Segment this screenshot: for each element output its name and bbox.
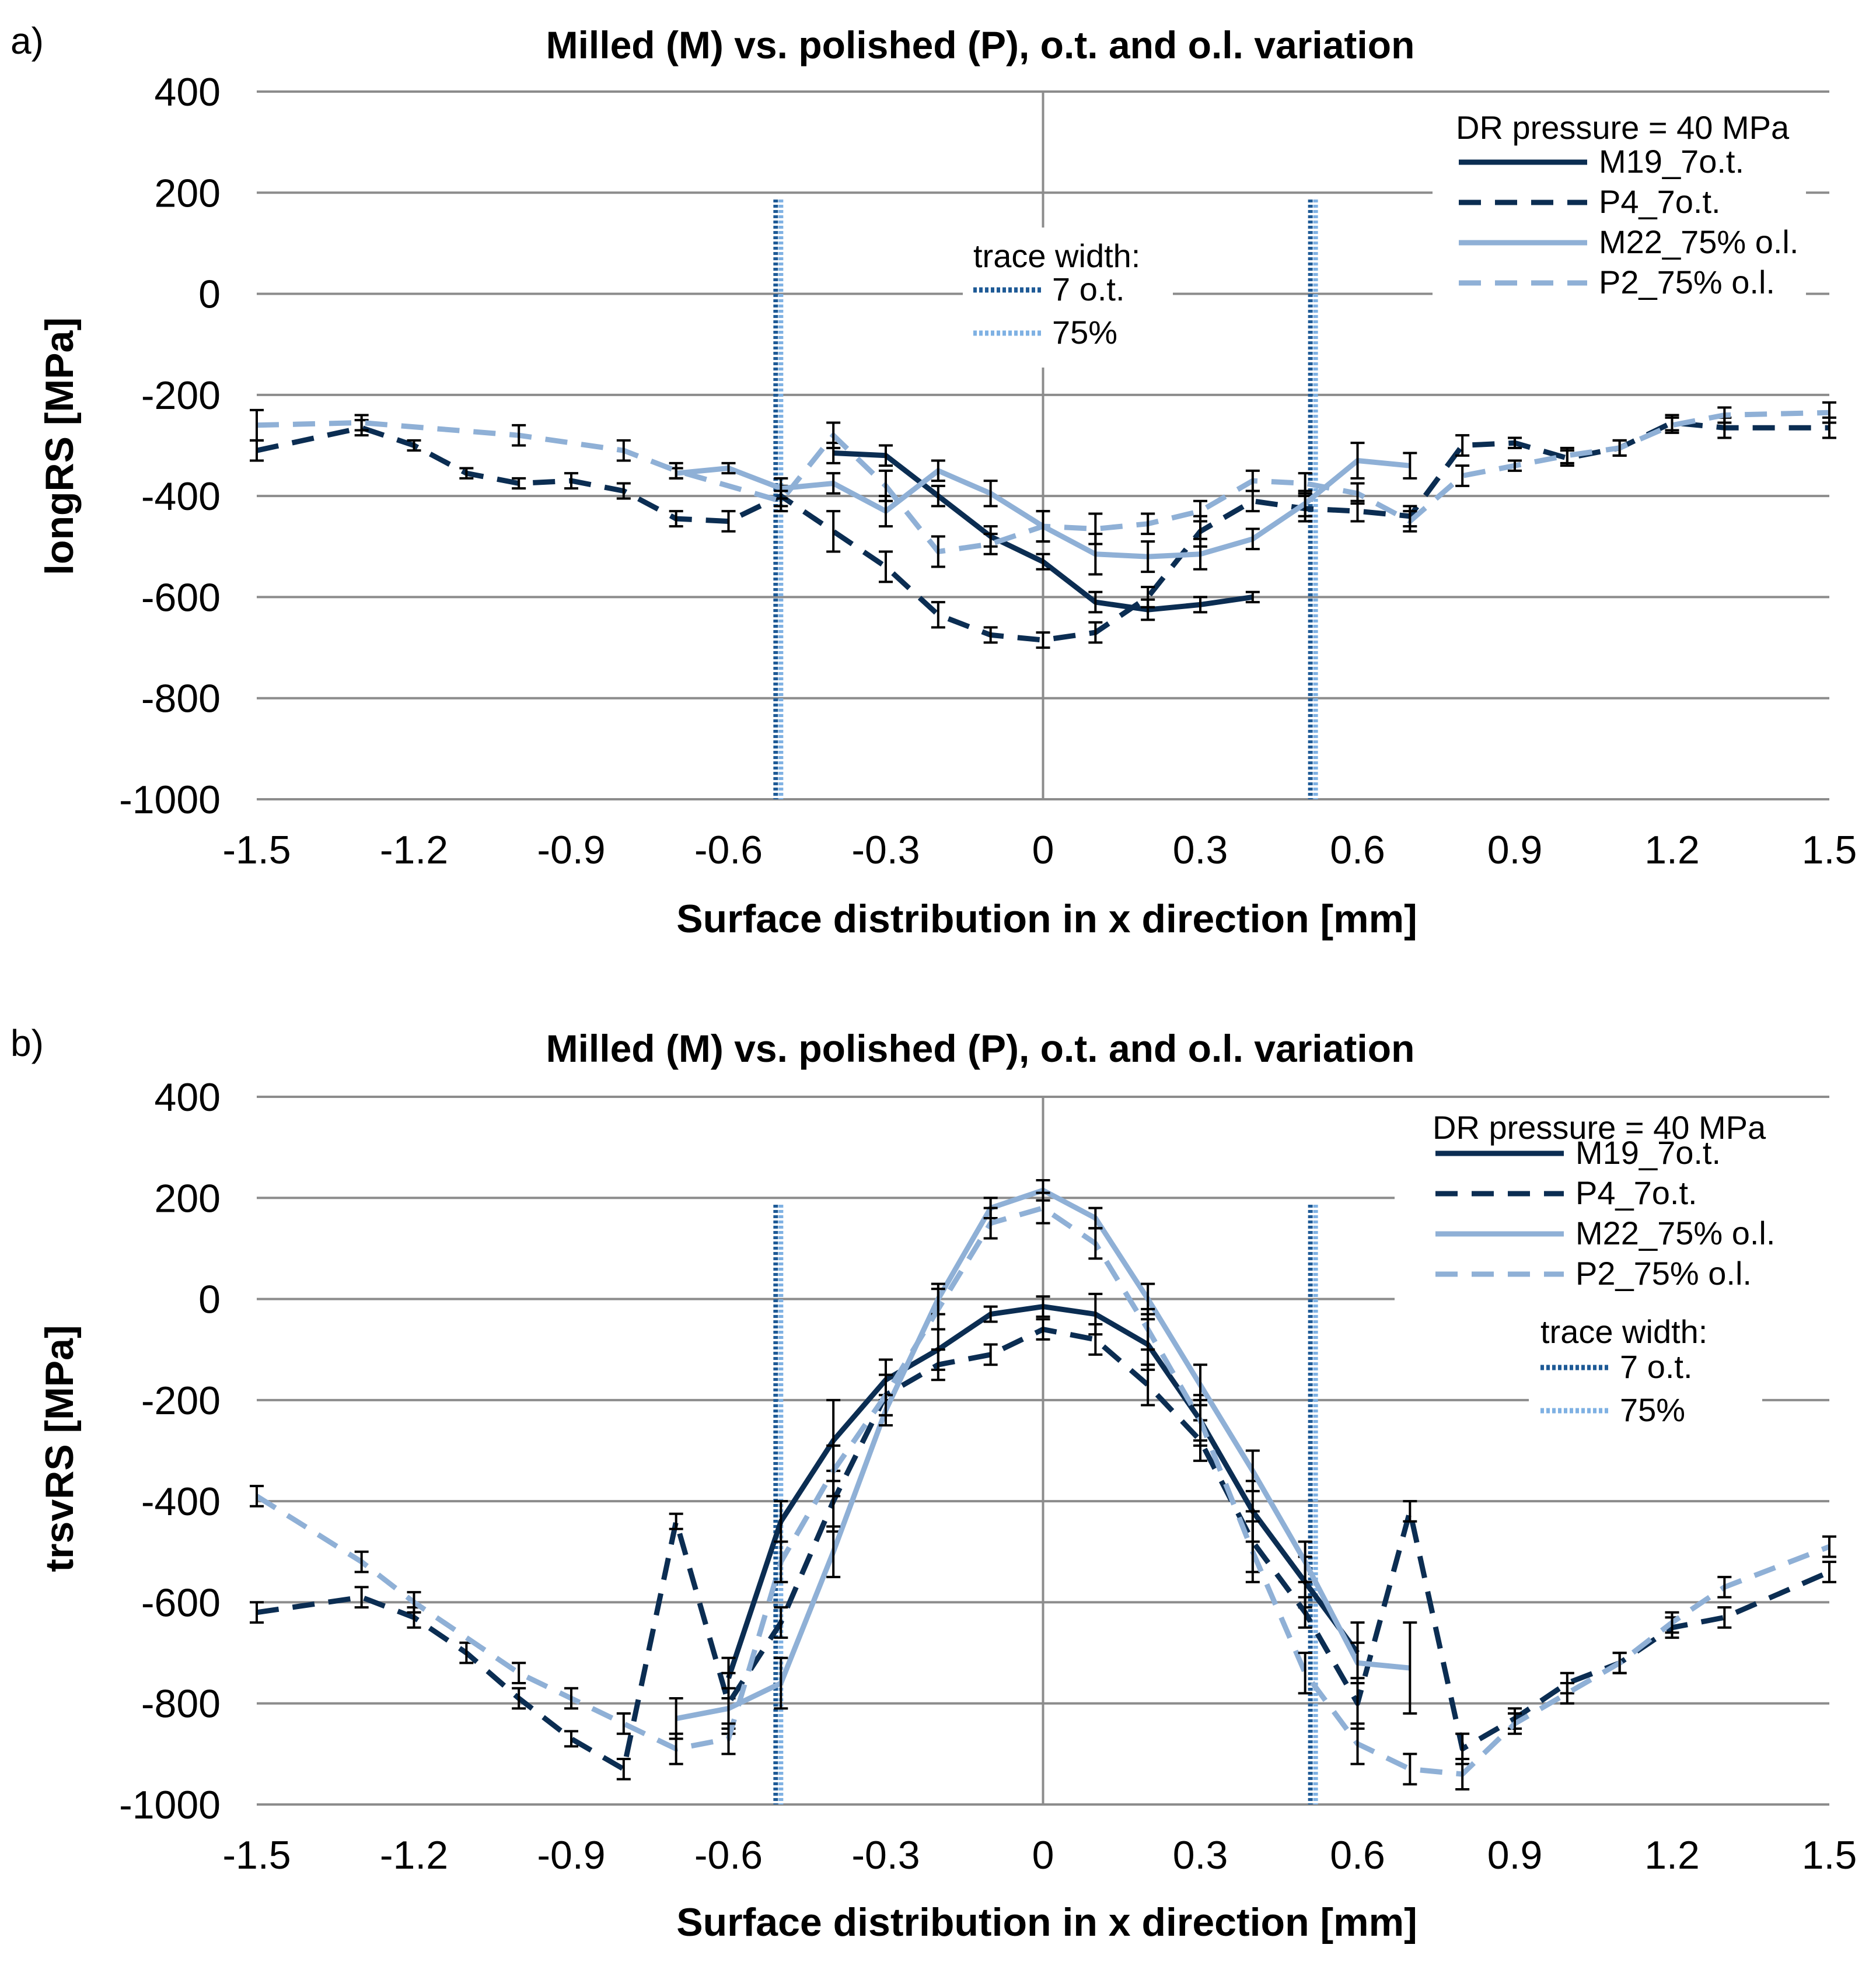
series-group [250, 401, 1836, 649]
x-tick-label: -0.9 [537, 1833, 605, 1877]
x-tick-labels: -1.5 -1.2 -0.9 -0.6 -0.3 0 0.3 0.6 0.9 1.2 1.5 [222, 828, 1857, 872]
y-tick-label: 400 [155, 1075, 221, 1120]
y-tick-label: -600 [141, 1580, 221, 1625]
x-tick-label: 1.5 [1802, 828, 1857, 872]
legend-title: DR pressure = 40 MPa [1433, 1109, 1766, 1146]
y-tick-label: -400 [141, 474, 221, 519]
trace-legend: trace width: 7 o.t. 75% [1529, 1307, 1762, 1447]
y-tick-label: -800 [141, 1682, 221, 1726]
series-p2-75-o-l [250, 401, 1836, 568]
legend: DR pressure = 40 MPa M19_7o.t.P4_7o.t. M2… [1395, 1106, 1844, 1307]
x-tick-label: 0 [1032, 828, 1054, 872]
trace-legend-entry-75: 75% [1052, 314, 1117, 351]
trace-legend-entry-7-o-t: 7 o.t. [1052, 271, 1125, 307]
y-tick-label: -1000 [119, 1783, 221, 1827]
chart-title: Milled (M) vs. polished (P), o.t. and o.… [546, 23, 1415, 67]
legend-entry-p2-75-o-l: P2_75% o.l. [1575, 1255, 1752, 1292]
chart-title: Milled (M) vs. polished (P), o.t. and o.… [546, 1027, 1415, 1070]
x-tick-label: 0 [1032, 1833, 1054, 1877]
y-axis-label: longRS [MPa] [37, 317, 82, 575]
panel-label: b) [11, 1022, 44, 1064]
trace-legend-entry-75: 75% [1620, 1391, 1685, 1428]
trace-legend-background [1529, 1307, 1762, 1447]
legend-entry-m22-75-o-l: M22_75% o.l. [1599, 223, 1798, 260]
x-tick-label: -0.6 [694, 1833, 763, 1877]
x-tick-label: 1.5 [1802, 1833, 1857, 1877]
series-line-p2-75-o-l [255, 1205, 1830, 1777]
y-tick-labels: 400 200 0 -200 -400 -600 -800 -1000 [119, 1075, 221, 1827]
legend-entry-p4-7o-t: P4_7o.t. [1575, 1174, 1697, 1211]
x-tick-labels: -1.5 -1.2 -0.9 -0.6 -0.3 0 0.3 0.6 0.9 1.2 1.5 [222, 1833, 1857, 1877]
series-line-p4-7o-t [256, 420, 1829, 643]
y-tick-label: -1000 [119, 778, 221, 822]
legend-entry-m19-7o-t: M19_7o.t. [1575, 1134, 1721, 1171]
panel-label: a) [11, 20, 44, 62]
legend-entry-m19-7o-t: M19_7o.t. [1599, 143, 1744, 180]
x-tick-label: 1.2 [1644, 828, 1700, 872]
trace-legend-title: trace width: [973, 237, 1140, 274]
y-tick-label: -200 [141, 1379, 221, 1423]
legend-entry-p4-7o-t: P4_7o.t. [1599, 183, 1721, 220]
legend: DR pressure = 40 MPa M19_7o.t.P4_7o.t.M2… [1433, 105, 1806, 300]
x-tick-label: 1.2 [1644, 1833, 1700, 1877]
trace-legend-background [963, 228, 1173, 368]
y-tick-label: 400 [155, 70, 221, 114]
x-tick-label: -0.9 [537, 828, 605, 872]
trace-legend: trace width: 7 o.t. 75% [963, 228, 1173, 368]
chart-panel-a: a) Milled (M) vs. polished (P), o.t. and… [11, 20, 1857, 941]
y-tick-label: 0 [198, 1278, 221, 1322]
series-p2-75-o-l [250, 1191, 1836, 1791]
x-axis-label: Surface distribution in x direction [mm] [676, 1900, 1417, 1944]
legend-entry-p2-75-o-l: P2_75% o.l. [1599, 264, 1775, 300]
series-group [250, 1178, 1836, 1791]
legend-entry-m22-75-o-l: M22_75% o.l. [1575, 1215, 1775, 1251]
chart-panel-b: b) Milled (M) vs. polished (P), o.t. and… [11, 1022, 1857, 1944]
x-tick-label: 0.3 [1173, 828, 1228, 872]
y-tick-label: -400 [141, 1480, 221, 1524]
trace-legend-title: trace width: [1540, 1313, 1707, 1350]
x-tick-label: 0.6 [1330, 1833, 1385, 1877]
legend-background [1395, 1106, 1844, 1307]
legend-background [1433, 105, 1806, 298]
y-tick-label: 0 [198, 272, 221, 317]
x-tick-label: 0.6 [1330, 828, 1385, 872]
x-tick-label: -0.3 [851, 828, 920, 872]
x-tick-label: -1.2 [380, 828, 448, 872]
y-tick-label: -600 [141, 575, 221, 620]
x-tick-label: -1.5 [222, 828, 291, 872]
legend-title: DR pressure = 40 MPa [1456, 109, 1790, 146]
y-tick-label: 200 [155, 1176, 221, 1220]
x-axis-label: Surface distribution in x direction [mm] [676, 897, 1417, 941]
x-tick-label: 0.9 [1487, 1833, 1543, 1877]
trace-legend-entry-7-o-t: 7 o.t. [1620, 1348, 1693, 1385]
grid [257, 90, 1829, 800]
x-tick-label: -0.6 [694, 828, 763, 872]
y-axis-label: trsvRS [MPa] [37, 1325, 82, 1572]
y-tick-label: -200 [141, 373, 221, 418]
x-tick-label: 0.3 [1173, 1833, 1228, 1877]
series-p4-7o-t [250, 414, 1836, 649]
y-tick-label: -800 [141, 677, 221, 721]
x-tick-label: 0.9 [1487, 828, 1543, 872]
y-tick-label: 200 [155, 171, 221, 215]
x-tick-label: -1.5 [222, 1833, 291, 1877]
y-tick-labels: 400 200 0 -200 -400 -600 -800 -1000 [119, 70, 221, 822]
x-tick-label: -0.3 [851, 1833, 920, 1877]
x-tick-label: -1.2 [380, 1833, 448, 1877]
